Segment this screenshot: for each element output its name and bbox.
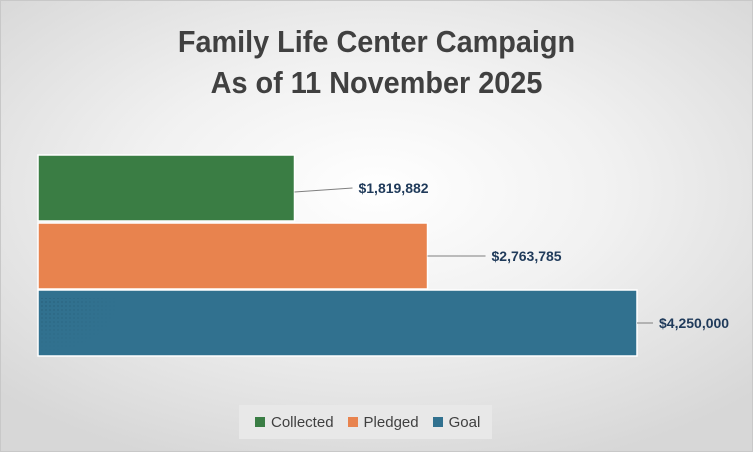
legend-label-goal: Goal [448,413,481,431]
legend-swatch-pledged [347,417,358,427]
legend-label-collected: Collected [271,413,334,431]
data-label-pledged: $2,763,785 [492,248,562,264]
leader-line-collected [294,187,353,193]
legend-item-collected: Collected [255,414,334,431]
chart-title-line-2: As of 11 November 2025 [210,65,543,100]
chart-title: Family Life Center Campaign As of 11 Nov… [27,21,725,103]
legend-swatch-goal [432,417,443,427]
bar-texture-goal [40,298,120,354]
legend-label-pledged: Pledged [363,413,419,431]
legend-item-goal: Goal [432,413,481,431]
legend-swatch-collected [255,417,265,427]
bar-collected [37,154,296,222]
data-label-goal: $4,250,000 [659,315,729,331]
legend: Collected Pledged Goal [239,405,493,439]
legend-item-pledged: Pledged [347,413,419,431]
chart-title-line-1: Family Life Center Campaign [177,24,576,59]
data-label-collected: $1,819,882 [358,180,428,196]
bar-pledged [37,222,429,290]
bar-goal [37,289,638,357]
